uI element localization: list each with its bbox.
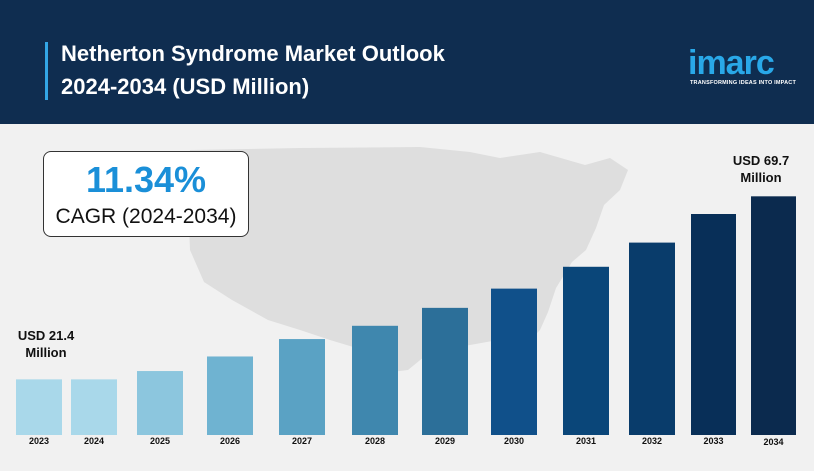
x-tick-label-2028: 2028: [365, 436, 385, 446]
start-value-line-1: USD 21.4: [17, 328, 75, 343]
end-value-line-2: Million: [740, 170, 782, 185]
bar-2031: [563, 266, 609, 435]
x-tick-label-2031: 2031: [576, 436, 596, 446]
bar-2026: [207, 356, 253, 435]
page-title-line-2: 2024-2034 (USD Million): [61, 74, 310, 99]
us-map-silhouette: [188, 147, 628, 372]
bar-2033: [691, 214, 736, 435]
header-banner: Netherton Syndrome Market Outlook 2024-2…: [0, 0, 814, 124]
x-tick-label-2030: 2030: [504, 436, 524, 446]
bar-2024: [71, 379, 117, 435]
bar-2025: [137, 371, 183, 435]
cagr-callout: 11.34% CAGR (2024-2034): [43, 151, 249, 237]
page-title-line-1: Netherton Syndrome Market Outlook: [61, 41, 445, 66]
cagr-value: 11.34%: [85, 159, 207, 200]
bar-2029: [422, 307, 468, 435]
x-tick-label-2029: 2029: [435, 436, 455, 446]
cagr-label: CAGR (2024-2034): [55, 205, 237, 228]
imarc-logo: imarc TRANSFORMING IDEAS INTO IMPACT: [688, 44, 798, 90]
bar-2023: [16, 379, 62, 435]
start-value-annotation: USD 21.4 Million: [4, 327, 88, 361]
x-tick-label-2025: 2025: [150, 436, 170, 446]
x-tick-label-2033: 2033: [703, 436, 723, 446]
x-tick-label-2026: 2026: [220, 436, 240, 446]
logo-wordmark: imarc: [688, 44, 775, 82]
x-tick-label-2024: 2024: [84, 436, 104, 446]
x-tick-label-2032: 2032: [642, 436, 662, 446]
bar-2027: [279, 339, 325, 435]
bar-2032: [629, 242, 675, 435]
x-tick-label-2027: 2027: [292, 436, 312, 446]
bar-2028: [352, 325, 398, 435]
bar-2030: [491, 288, 537, 435]
logo-tagline: TRANSFORMING IDEAS INTO IMPACT: [690, 80, 797, 86]
x-tick-label-2023: 2023: [29, 436, 49, 446]
end-value-annotation: USD 69.7 Million: [718, 152, 804, 186]
start-value-line-2: Million: [25, 345, 67, 360]
end-value-line-1: USD 69.7: [732, 153, 790, 168]
x-tick-label-2034: 2034: [763, 437, 783, 447]
bar-2034: [751, 196, 796, 435]
title-accent-bar: [45, 42, 48, 100]
